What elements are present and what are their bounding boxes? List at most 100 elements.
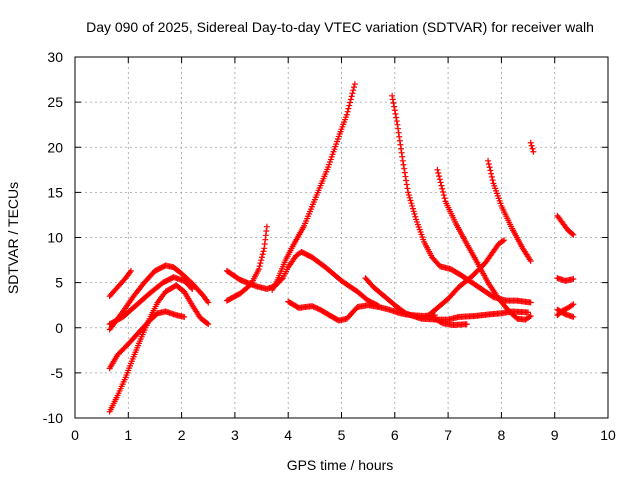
y-tick-label: 20 xyxy=(47,139,63,155)
data-point-marker xyxy=(499,238,506,245)
data-point-marker xyxy=(278,276,285,283)
track-18 xyxy=(554,275,577,284)
data-point-marker xyxy=(410,208,417,215)
data-point-marker xyxy=(390,100,397,107)
x-tick-label: 9 xyxy=(551,427,559,443)
data-point-marker xyxy=(188,284,195,291)
data-point-marker xyxy=(392,110,399,117)
x-tick-label: 6 xyxy=(391,427,399,443)
data-point-marker xyxy=(393,114,400,121)
data-point-marker xyxy=(437,179,444,186)
data-point-marker xyxy=(401,169,408,176)
data-point-marker xyxy=(256,263,263,270)
data-point-marker xyxy=(204,320,211,327)
track-16 xyxy=(527,139,537,155)
y-tick-label: 25 xyxy=(47,94,63,110)
data-point-marker xyxy=(257,260,264,267)
grid-lines xyxy=(75,57,608,418)
data-point-marker xyxy=(486,164,493,171)
track-7 xyxy=(223,248,382,310)
data-point-marker xyxy=(391,103,398,110)
data-point-marker xyxy=(409,202,416,209)
data-point-marker xyxy=(258,257,265,264)
data-point-marker xyxy=(391,107,398,114)
x-tick-label: 1 xyxy=(124,427,132,443)
y-tick-label: -10 xyxy=(43,410,63,426)
track-1 xyxy=(106,267,134,300)
data-point-marker xyxy=(529,145,536,152)
data-point-marker xyxy=(348,93,355,100)
track-3 xyxy=(106,262,212,333)
data-point-marker xyxy=(434,166,441,173)
data-point-marker xyxy=(313,304,320,311)
data-point-marker xyxy=(127,267,134,274)
data-point-marker xyxy=(405,189,412,196)
data-point-marker xyxy=(569,230,576,237)
data-point-marker xyxy=(485,161,492,168)
data-point-marker xyxy=(412,213,419,220)
chart-title: Day 090 of 2025, Sidereal Day-to-day VTE… xyxy=(86,19,594,35)
data-point-marker xyxy=(501,237,508,244)
data-point-marker xyxy=(399,157,406,164)
data-point-marker xyxy=(409,205,416,212)
data-point-marker xyxy=(570,301,577,308)
data-point-marker xyxy=(205,321,212,328)
data-point-marker xyxy=(569,302,576,309)
data-point-marker xyxy=(438,182,445,189)
y-tick-label: 30 xyxy=(47,49,63,65)
track-13 xyxy=(434,166,534,323)
data-point-marker xyxy=(489,177,496,184)
data-point-marker xyxy=(440,192,447,199)
x-tick-label: 8 xyxy=(498,427,506,443)
data-point-marker xyxy=(439,185,446,192)
data-point-marker xyxy=(255,266,262,273)
data-point-marker xyxy=(406,194,413,201)
data-point-marker xyxy=(400,161,407,168)
data-point-marker xyxy=(181,313,188,320)
x-tick-label: 7 xyxy=(444,427,452,443)
data-point-marker xyxy=(349,90,356,97)
track-14 xyxy=(485,157,534,264)
data-point-marker xyxy=(351,84,358,91)
x-tick-label: 4 xyxy=(284,427,292,443)
track-11 xyxy=(389,92,534,306)
x-axis-label: GPS time / hours xyxy=(287,457,394,473)
data-point-marker xyxy=(487,167,494,174)
track-5 xyxy=(106,282,212,415)
data-point-marker xyxy=(402,173,409,180)
data-point-marker xyxy=(463,321,470,328)
y-axis-ticks: -10 -5 0 5 10 15 20 25 30 xyxy=(43,49,608,426)
data-point-marker xyxy=(408,200,415,207)
x-tick-label: 3 xyxy=(231,427,239,443)
x-tick-label: 5 xyxy=(338,427,346,443)
y-tick-label: 5 xyxy=(55,275,63,291)
data-point-marker xyxy=(527,313,534,320)
track-20 xyxy=(554,306,577,320)
data-point-marker xyxy=(389,96,396,103)
data-point-marker xyxy=(350,87,357,94)
x-tick-label: 10 xyxy=(600,427,616,443)
data-point-marker xyxy=(351,81,358,88)
data-point-marker xyxy=(527,299,534,306)
data-point-marker xyxy=(344,108,351,115)
x-tick-label: 2 xyxy=(178,427,186,443)
data-point-marker xyxy=(405,192,412,199)
data-point-marker xyxy=(260,248,267,255)
data-point-marker xyxy=(488,173,495,180)
data-point-marker xyxy=(436,173,443,180)
data-point-marker xyxy=(263,223,270,230)
track-9 xyxy=(285,298,438,324)
data-point-marker xyxy=(527,139,534,146)
data-marks xyxy=(106,81,577,415)
data-point-marker xyxy=(525,309,532,316)
y-axis-label: SDTVAR / TECUs xyxy=(5,182,21,294)
data-point-marker xyxy=(435,169,442,176)
data-point-marker xyxy=(441,195,448,202)
data-point-marker xyxy=(528,142,535,149)
data-point-marker xyxy=(436,176,443,183)
data-point-marker xyxy=(393,118,400,125)
y-tick-label: 15 xyxy=(47,184,63,200)
data-point-marker xyxy=(310,303,317,310)
data-point-marker xyxy=(403,181,410,188)
